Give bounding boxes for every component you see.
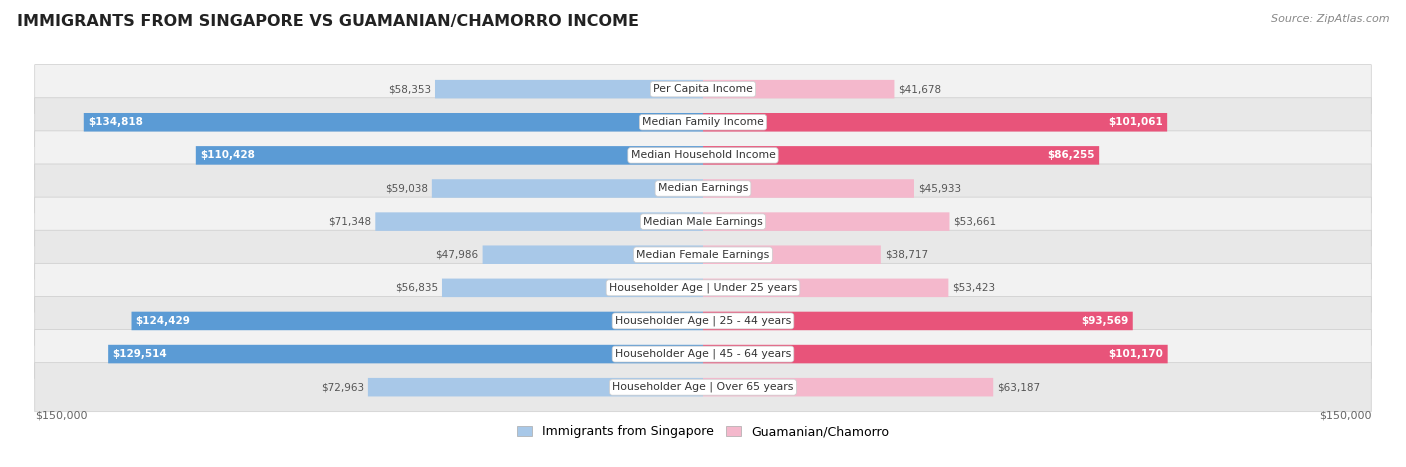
FancyBboxPatch shape bbox=[35, 64, 1371, 113]
Text: Householder Age | Under 25 years: Householder Age | Under 25 years bbox=[609, 283, 797, 293]
FancyBboxPatch shape bbox=[35, 263, 1371, 312]
Text: Median Female Earnings: Median Female Earnings bbox=[637, 250, 769, 260]
Text: Householder Age | 45 - 64 years: Householder Age | 45 - 64 years bbox=[614, 349, 792, 359]
FancyBboxPatch shape bbox=[703, 378, 993, 396]
Text: $101,061: $101,061 bbox=[1108, 117, 1163, 127]
Text: $41,678: $41,678 bbox=[898, 84, 942, 94]
FancyBboxPatch shape bbox=[35, 197, 1371, 246]
Text: $124,429: $124,429 bbox=[135, 316, 191, 326]
Text: $59,038: $59,038 bbox=[385, 184, 427, 193]
FancyBboxPatch shape bbox=[35, 363, 1371, 412]
FancyBboxPatch shape bbox=[35, 98, 1371, 147]
FancyBboxPatch shape bbox=[703, 179, 914, 198]
Text: Median Family Income: Median Family Income bbox=[643, 117, 763, 127]
FancyBboxPatch shape bbox=[703, 279, 949, 297]
FancyBboxPatch shape bbox=[703, 113, 1167, 132]
Text: $110,428: $110,428 bbox=[200, 150, 254, 160]
Text: $150,000: $150,000 bbox=[1319, 410, 1371, 420]
FancyBboxPatch shape bbox=[432, 179, 703, 198]
Text: $45,933: $45,933 bbox=[918, 184, 962, 193]
Text: $72,963: $72,963 bbox=[321, 382, 364, 392]
FancyBboxPatch shape bbox=[132, 311, 703, 330]
FancyBboxPatch shape bbox=[35, 330, 1371, 379]
Text: $53,661: $53,661 bbox=[953, 217, 997, 226]
Text: $101,170: $101,170 bbox=[1109, 349, 1164, 359]
FancyBboxPatch shape bbox=[703, 212, 949, 231]
Text: $71,348: $71,348 bbox=[328, 217, 371, 226]
Text: Householder Age | 25 - 44 years: Householder Age | 25 - 44 years bbox=[614, 316, 792, 326]
FancyBboxPatch shape bbox=[375, 212, 703, 231]
FancyBboxPatch shape bbox=[703, 345, 1167, 363]
Text: $93,569: $93,569 bbox=[1081, 316, 1129, 326]
Text: $47,986: $47,986 bbox=[436, 250, 478, 260]
Legend: Immigrants from Singapore, Guamanian/Chamorro: Immigrants from Singapore, Guamanian/Cha… bbox=[512, 420, 894, 443]
Text: Median Household Income: Median Household Income bbox=[630, 150, 776, 160]
FancyBboxPatch shape bbox=[441, 279, 703, 297]
Text: Median Male Earnings: Median Male Earnings bbox=[643, 217, 763, 226]
Text: $134,818: $134,818 bbox=[89, 117, 143, 127]
FancyBboxPatch shape bbox=[108, 345, 703, 363]
FancyBboxPatch shape bbox=[84, 113, 703, 132]
FancyBboxPatch shape bbox=[368, 378, 703, 396]
FancyBboxPatch shape bbox=[482, 246, 703, 264]
FancyBboxPatch shape bbox=[703, 146, 1099, 165]
Text: Householder Age | Over 65 years: Householder Age | Over 65 years bbox=[612, 382, 794, 392]
FancyBboxPatch shape bbox=[195, 146, 703, 165]
Text: $150,000: $150,000 bbox=[35, 410, 87, 420]
Text: Median Earnings: Median Earnings bbox=[658, 184, 748, 193]
FancyBboxPatch shape bbox=[434, 80, 703, 99]
Text: $86,255: $86,255 bbox=[1047, 150, 1095, 160]
Text: $63,187: $63,187 bbox=[997, 382, 1040, 392]
Text: $129,514: $129,514 bbox=[112, 349, 167, 359]
FancyBboxPatch shape bbox=[35, 297, 1371, 346]
FancyBboxPatch shape bbox=[703, 80, 894, 99]
Text: $56,835: $56,835 bbox=[395, 283, 437, 293]
Text: Per Capita Income: Per Capita Income bbox=[652, 84, 754, 94]
FancyBboxPatch shape bbox=[703, 311, 1133, 330]
Text: $53,423: $53,423 bbox=[952, 283, 995, 293]
FancyBboxPatch shape bbox=[35, 164, 1371, 213]
Text: $38,717: $38,717 bbox=[884, 250, 928, 260]
Text: IMMIGRANTS FROM SINGAPORE VS GUAMANIAN/CHAMORRO INCOME: IMMIGRANTS FROM SINGAPORE VS GUAMANIAN/C… bbox=[17, 14, 638, 29]
FancyBboxPatch shape bbox=[35, 230, 1371, 279]
FancyBboxPatch shape bbox=[35, 131, 1371, 180]
Text: $58,353: $58,353 bbox=[388, 84, 430, 94]
FancyBboxPatch shape bbox=[703, 246, 880, 264]
Text: Source: ZipAtlas.com: Source: ZipAtlas.com bbox=[1271, 14, 1389, 24]
